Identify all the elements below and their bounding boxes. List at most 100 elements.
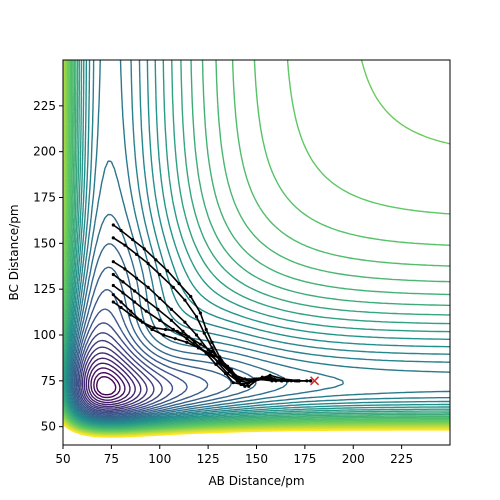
trajectory-point <box>247 384 251 388</box>
trajectory-point <box>111 260 115 264</box>
trajectory-point <box>169 318 173 322</box>
x-tick-label: 75 <box>104 452 119 466</box>
trajectory-point <box>146 285 150 289</box>
trajectory-point <box>256 377 261 381</box>
trajectory-point <box>158 272 162 277</box>
contour-level <box>69 160 344 421</box>
trajectory-point <box>152 326 156 330</box>
end-marker-layer <box>310 376 320 386</box>
trajectory-point <box>239 382 243 387</box>
trajectory-point <box>309 379 313 383</box>
x-tick-label: 100 <box>148 452 171 466</box>
y-tick-label: 75 <box>41 374 56 388</box>
trajectory-point <box>111 272 115 277</box>
contour-level <box>87 362 131 404</box>
contour-level <box>78 332 163 412</box>
trajectory-point <box>220 359 224 363</box>
y-tick-label: 200 <box>33 145 56 159</box>
contour-lines <box>63 60 450 438</box>
trajectory-point <box>111 300 115 304</box>
contour-level <box>64 60 450 425</box>
contour-level <box>75 308 188 415</box>
trajectory-point <box>129 313 133 317</box>
x-tick-label: 125 <box>197 452 220 466</box>
trajectory-point <box>181 329 185 333</box>
trajectory-point <box>202 331 206 335</box>
trajectory-point <box>235 375 239 379</box>
trajectory-point <box>158 318 162 322</box>
trajectory-point <box>129 309 133 313</box>
contour-level <box>74 289 209 416</box>
trajectory-point <box>156 307 160 311</box>
trajectory-point <box>121 291 125 295</box>
trajectory-point <box>119 300 123 304</box>
x-tick-label: 175 <box>293 452 316 466</box>
trajectory-point <box>163 327 168 332</box>
trajectory-point <box>119 305 123 310</box>
trajectory-point <box>132 300 137 304</box>
trajectory-point <box>297 379 301 383</box>
y-tick-label: 225 <box>33 99 56 113</box>
trajectory-point <box>134 276 139 280</box>
trajectory-point <box>121 280 125 284</box>
trajectory-point <box>183 298 187 302</box>
y-tick-label: 175 <box>33 191 56 205</box>
x-axis-ticks: 50 75 100 125 150 175 200 225 <box>55 445 413 466</box>
trajectory-point <box>198 311 202 315</box>
contour-level <box>81 346 148 409</box>
contour-level <box>80 339 155 411</box>
trajectory-point <box>131 238 135 242</box>
trajectory-point <box>185 340 189 344</box>
x-tick-label: 200 <box>342 452 365 466</box>
trajectory-point <box>154 258 158 262</box>
trajectory-point <box>111 283 115 288</box>
contour-level <box>65 60 450 425</box>
trajectory-point <box>196 346 201 350</box>
trajectory-point <box>189 294 193 299</box>
trajectory-point <box>132 289 137 293</box>
trajectory-point <box>175 329 179 333</box>
trajectory-point <box>140 320 144 324</box>
contour-level <box>96 376 117 396</box>
trajectory-point <box>111 293 115 297</box>
trajectory-point <box>123 267 127 271</box>
contour-level <box>67 60 450 423</box>
trajectory-point <box>165 269 170 273</box>
contour-level <box>63 60 450 434</box>
trajectory-point <box>305 379 309 383</box>
trajectory-point <box>210 349 214 354</box>
trajectory-point <box>229 368 233 372</box>
contour-level <box>73 266 232 418</box>
trajectory-point <box>111 223 115 227</box>
trajectory-point <box>231 381 235 385</box>
contour-level <box>66 60 450 424</box>
contour-level <box>83 352 142 408</box>
trajectory-point <box>158 296 162 300</box>
contour-level <box>93 372 121 399</box>
trajectory-point <box>134 252 139 256</box>
trajectory-point <box>119 228 123 233</box>
contour-level <box>77 322 174 414</box>
x-tick-label: 225 <box>390 452 413 466</box>
contour-level <box>85 357 136 406</box>
contour-level <box>63 60 450 432</box>
trajectory-point <box>142 247 146 251</box>
contour-level <box>71 243 257 419</box>
contour-level <box>90 367 126 401</box>
y-tick-label: 150 <box>33 236 56 250</box>
trajectory-point <box>293 379 297 383</box>
x-tick-label: 50 <box>55 452 70 466</box>
trajectory-point <box>177 282 181 286</box>
trajectory-point <box>162 333 166 337</box>
x-axis-label: AB Distance/pm <box>208 474 304 488</box>
trajectory-point <box>169 307 173 311</box>
y-tick-label: 50 <box>41 420 56 434</box>
contour-level <box>63 60 450 429</box>
contour-level <box>68 60 450 422</box>
trajectory-point <box>223 371 228 376</box>
trajectory-point <box>210 346 214 350</box>
trajectory-point <box>183 320 187 324</box>
trajectory-point <box>194 333 199 337</box>
y-tick-label: 100 <box>33 328 56 342</box>
